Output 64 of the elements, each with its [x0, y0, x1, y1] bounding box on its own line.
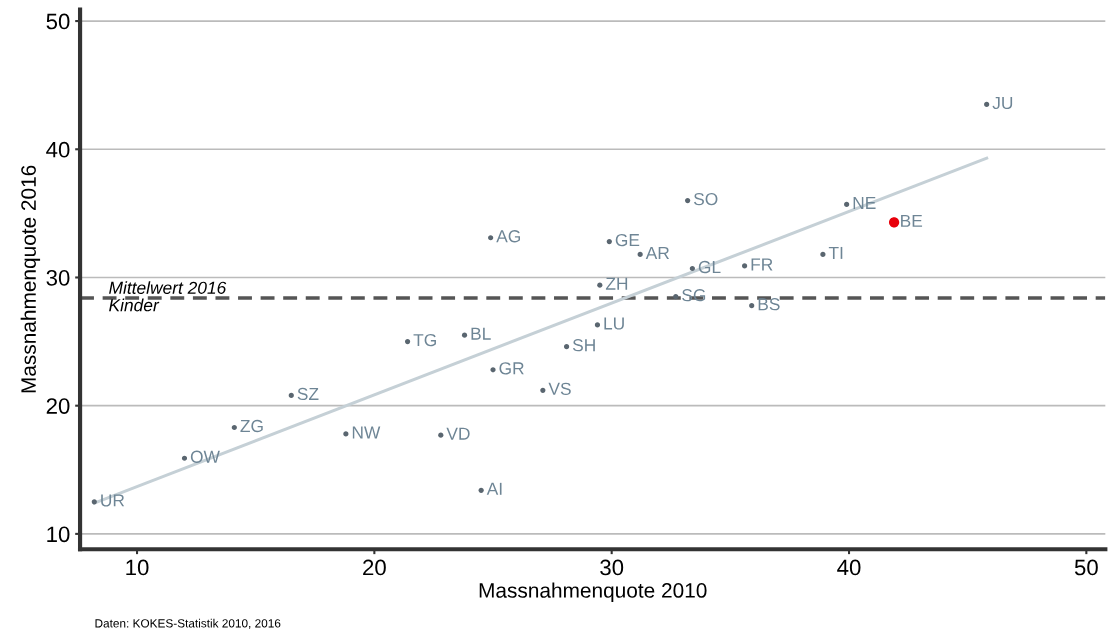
point [749, 303, 755, 309]
x-tick-label: 10 [126, 559, 149, 576]
point [288, 392, 294, 399]
point [597, 282, 603, 288]
point [563, 344, 570, 350]
point [844, 201, 850, 207]
annotation: OW [190, 450, 220, 463]
point [637, 251, 643, 257]
annotation: SO [693, 192, 718, 206]
y-tick-label: 10 [47, 526, 70, 543]
point [490, 367, 496, 373]
point [461, 332, 468, 338]
annotation: BE [901, 214, 923, 227]
annotation: TG [413, 333, 436, 347]
y-tick-label: 40 [46, 141, 70, 158]
x-tick-label: 40 [837, 559, 861, 576]
annotation: NW [352, 426, 381, 439]
point [181, 455, 188, 461]
annotation: BL [471, 327, 491, 340]
annotation: SZ [297, 387, 319, 401]
point [478, 487, 484, 493]
ref-line-label: Mittelwert 2016 Kinder [109, 281, 227, 312]
x-tick-label: 50 [1074, 559, 1098, 576]
annotation: NE [853, 196, 876, 209]
annotation: JU [992, 96, 1013, 110]
point [820, 251, 826, 257]
point [673, 294, 679, 300]
point [689, 265, 695, 272]
annotation: LU [604, 317, 624, 330]
point [438, 432, 444, 438]
point [540, 387, 546, 393]
annotation: GE [615, 233, 640, 247]
point [984, 101, 990, 107]
y-tick-label: 30 [46, 270, 70, 286]
annotation: FR [751, 258, 773, 271]
point [685, 197, 691, 204]
y-axis-title: Massnahmenquote 2016 [20, 165, 41, 393]
y-tick-label: 50 [46, 13, 70, 30]
annotation: AG [496, 230, 520, 243]
annotation: AI [486, 482, 502, 495]
point [741, 263, 748, 269]
y-tick-label: 20 [46, 398, 70, 414]
annotation: SH [572, 339, 595, 352]
point [594, 322, 601, 328]
annotation: VS [548, 382, 571, 395]
point [606, 238, 612, 245]
annotation: TI [828, 246, 843, 259]
annotation: BS [758, 298, 780, 311]
point [343, 431, 349, 437]
point [91, 499, 97, 505]
point [404, 338, 411, 345]
annotation: GL [698, 260, 721, 274]
x-tick-label: 20 [363, 559, 386, 576]
x-tick-label: 30 [600, 559, 624, 576]
annotation: ZH [605, 277, 628, 290]
point [231, 424, 237, 431]
annotation: GR [499, 362, 524, 375]
point [488, 235, 494, 241]
annotation: UR [101, 494, 125, 507]
annotation: ZG [240, 419, 263, 433]
x-axis-title: Massnahmenquote 2010 [479, 582, 707, 602]
annotation: VD [446, 427, 470, 440]
annotation: AR [645, 246, 670, 259]
text: Daten: KOKES-Statistik 2010, 2016 [95, 618, 281, 629]
